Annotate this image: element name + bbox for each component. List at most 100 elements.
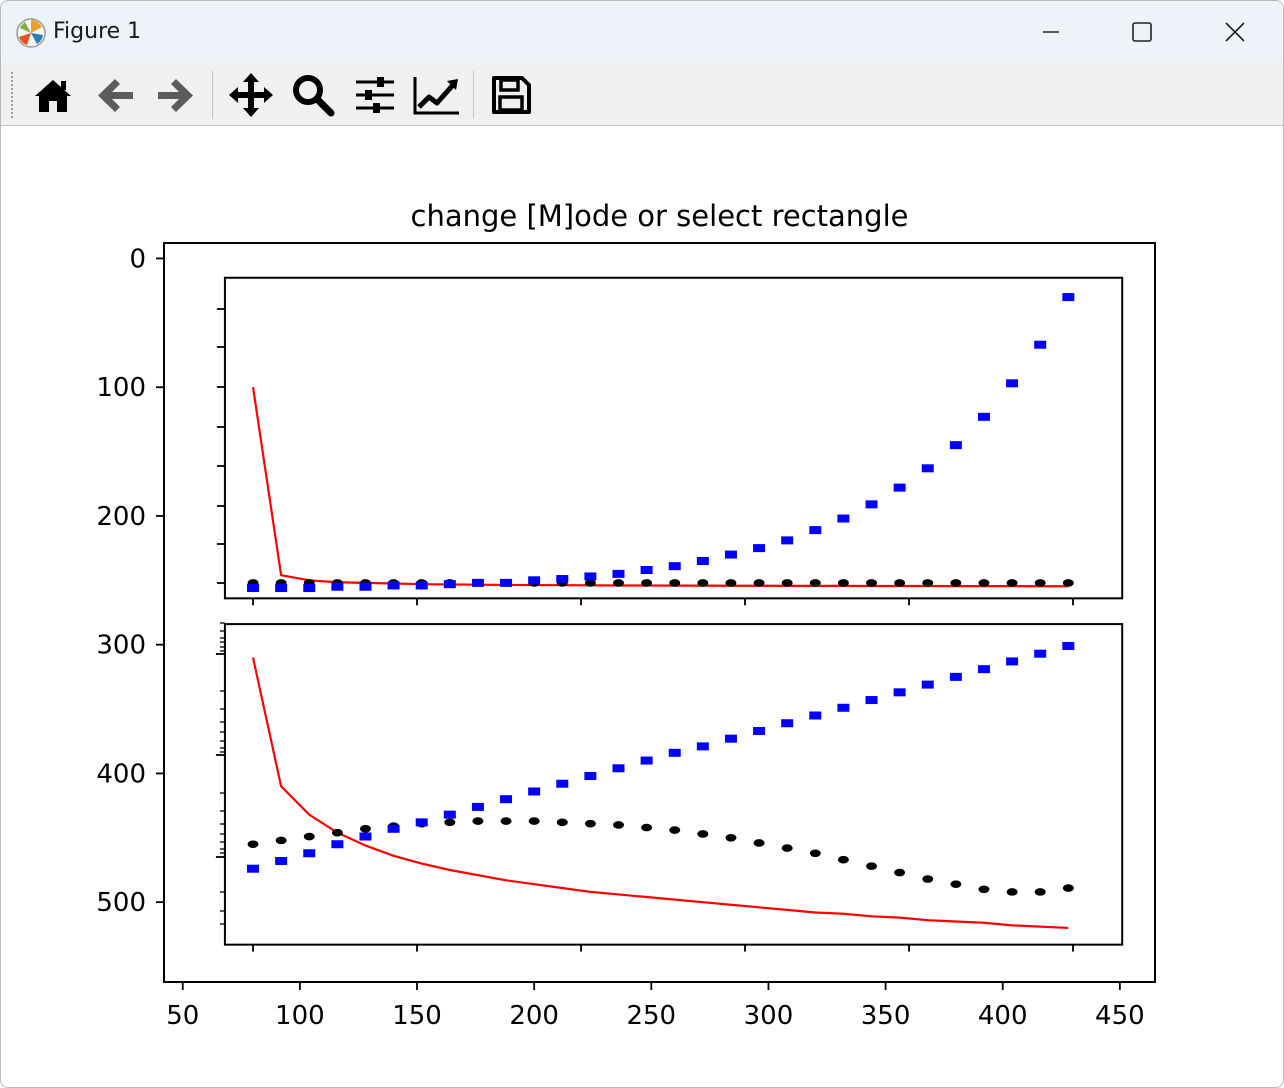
toolbar-separator	[212, 71, 213, 119]
blue-square-marker	[359, 832, 372, 841]
x-tick-label: 250	[626, 1001, 676, 1031]
blue-square-marker	[893, 688, 906, 697]
maximize-icon	[1132, 22, 1152, 42]
home-button[interactable]	[28, 70, 78, 120]
blue-square-marker	[753, 544, 766, 553]
black-dot-marker	[1062, 579, 1074, 587]
black-dot-marker	[247, 840, 259, 849]
blue-square-marker	[415, 818, 428, 827]
plot-svg[interactable]: change [M]ode or select rectangle 50 100 15…	[1, 126, 1283, 1087]
blue-square-marker	[668, 562, 681, 571]
black-dot-marker	[556, 818, 568, 827]
pan-button[interactable]	[226, 70, 276, 120]
blue-square-marker	[977, 412, 990, 421]
blue-square-marker	[1006, 657, 1019, 666]
black-dot-marker	[528, 817, 540, 825]
black-dot-marker	[697, 830, 709, 838]
blue-square-marker	[584, 772, 597, 781]
x-tick-label: 200	[509, 1001, 559, 1031]
x-tick-label: 450	[1095, 1001, 1145, 1031]
blue-square-marker	[893, 483, 906, 492]
blue-square-marker	[1034, 340, 1047, 349]
blue-square-marker	[1034, 649, 1047, 658]
forward-button[interactable]	[151, 70, 201, 120]
inset-top-frame	[223, 276, 1124, 600]
blue-square-marker	[949, 672, 962, 681]
move-icon	[229, 73, 273, 117]
blue-square-marker	[331, 582, 344, 591]
y-tick-label: 100	[96, 373, 146, 403]
blue-square-marker	[724, 550, 737, 559]
black-dot-marker	[641, 579, 653, 587]
black-dot-marker	[1034, 888, 1046, 896]
black-dot-marker	[725, 834, 737, 842]
black-dot-marker	[837, 855, 849, 864]
blue-square-marker	[921, 680, 934, 689]
close-button[interactable]	[1212, 9, 1258, 55]
black-dot-marker	[613, 579, 625, 587]
blue-square-marker	[696, 557, 709, 566]
customize-button[interactable]	[412, 70, 462, 120]
black-dot-marker	[809, 849, 821, 858]
inset-bottom-frame	[223, 623, 1124, 946]
blue-square-marker	[500, 578, 513, 587]
blue-square-marker	[415, 581, 428, 590]
black-dot-marker	[753, 579, 765, 587]
blue-square-marker	[387, 824, 400, 833]
y-tick-label: 0	[129, 244, 146, 274]
blue-square-marker	[865, 696, 878, 705]
zoom-button[interactable]	[288, 70, 338, 120]
blue-square-marker	[275, 584, 288, 593]
chart-line-icon	[413, 77, 459, 115]
blue-square-marker	[556, 575, 569, 584]
black-dot-marker	[950, 880, 962, 888]
blue-square-marker	[500, 795, 513, 804]
arrow-left-icon	[98, 79, 133, 112]
title-bar: Figure 1	[1, 1, 1283, 63]
toolbar-grip[interactable]	[10, 71, 14, 119]
x-tick-label: 50	[166, 1001, 199, 1031]
blue-square-marker	[781, 536, 794, 545]
blue-square-marker	[1006, 379, 1019, 388]
blue-square-marker	[696, 742, 709, 751]
black-dot-marker	[978, 885, 990, 894]
blue-square-marker	[303, 584, 316, 593]
black-dot-marker	[781, 579, 793, 587]
black-dot-marker	[978, 579, 990, 587]
blue-square-marker	[781, 719, 794, 728]
blue-square-marker	[865, 500, 878, 509]
chart-title: change [M]ode or select rectangle	[411, 199, 909, 233]
black-dot-marker	[781, 844, 793, 852]
sliders-icon	[356, 77, 394, 113]
blue-square-marker	[528, 787, 541, 796]
y-tick-label: 400	[96, 759, 146, 789]
black-dot-marker	[584, 819, 596, 828]
arrow-right-icon	[158, 79, 193, 112]
figure-canvas[interactable]: change [M]ode or select rectangle 50 100 15…	[1, 126, 1283, 1087]
blue-square-marker	[359, 582, 372, 591]
maximize-button[interactable]	[1119, 9, 1165, 55]
blue-square-marker	[724, 734, 737, 743]
minimize-button[interactable]	[1028, 9, 1074, 55]
black-dot-marker	[331, 828, 343, 837]
save-button[interactable]	[486, 70, 536, 120]
black-dot-marker	[275, 836, 287, 845]
y-tick-label: 200	[96, 502, 146, 532]
blue-square-marker	[1062, 293, 1075, 302]
subplots-button[interactable]	[350, 70, 400, 120]
blue-square-marker	[612, 764, 625, 773]
navigation-toolbar	[1, 63, 1283, 126]
blue-square-marker	[753, 726, 766, 735]
blue-square-marker	[612, 569, 625, 578]
x-tick-label: 300	[744, 1001, 794, 1031]
back-button[interactable]	[90, 70, 140, 120]
magnifier-icon	[293, 75, 335, 117]
blue-square-marker	[471, 802, 484, 811]
home-icon	[35, 80, 71, 112]
black-dot-marker	[725, 579, 737, 587]
blue-square-marker	[584, 572, 597, 581]
x-tick-label: 350	[861, 1001, 911, 1031]
black-dot-marker	[303, 832, 315, 841]
matplotlib-logo-icon	[16, 18, 46, 48]
